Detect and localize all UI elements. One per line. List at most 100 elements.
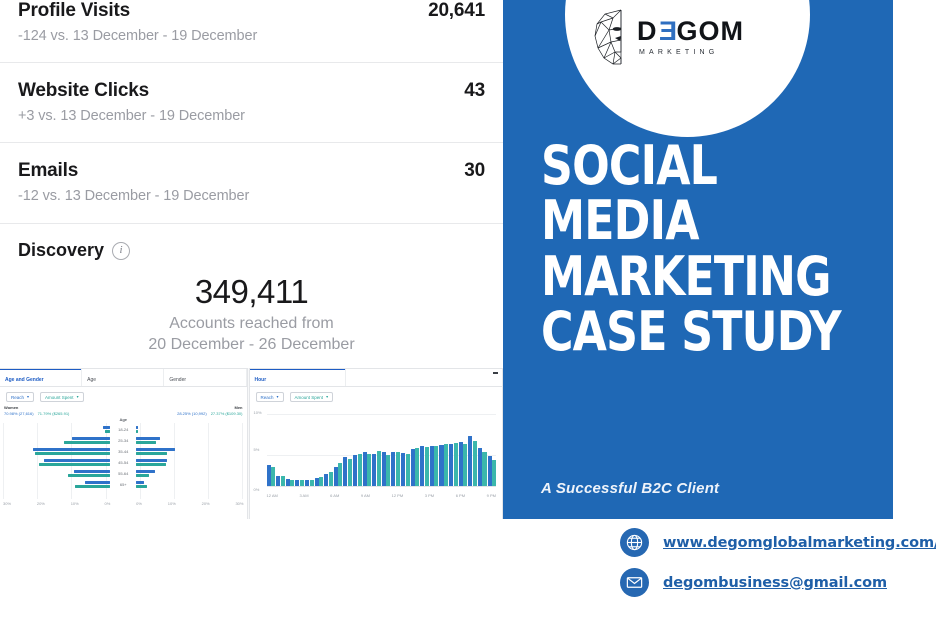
bar	[136, 459, 168, 462]
bar-reach	[391, 452, 396, 486]
bar-amount-spent	[434, 446, 439, 486]
axis-tick-label: 12 AM	[266, 493, 278, 498]
instagram-insights-panel: Profile Visits 20,641 -124 vs. 13 Decemb…	[0, 0, 503, 519]
bar-reach	[314, 478, 319, 486]
hour-bar-group	[352, 406, 362, 486]
case-study-poster: D E GOM MARKETING SOCIAL MEDIA MARKETING C…	[503, 0, 893, 519]
bar-reach	[333, 466, 338, 486]
hour-bar-group	[439, 406, 449, 486]
stat-row-profile-visits[interactable]: Profile Visits 20,641 -124 vs. 13 Decemb…	[0, 0, 503, 44]
stat-value: 30	[464, 160, 485, 181]
metric-pill-row: Reach ▾ Amount Spent ▾	[0, 387, 247, 404]
bar-reach	[343, 457, 348, 486]
axis-tick-label: 3 AM	[299, 493, 309, 498]
bar	[75, 485, 111, 488]
hour-bar-group	[429, 406, 439, 486]
bar	[136, 481, 144, 484]
stat-label: Emails	[18, 160, 79, 181]
bar-amount-spent	[463, 443, 468, 486]
stat-label: Website Clicks	[18, 80, 149, 101]
pill-amount-spent[interactable]: Amount Spent ▾	[40, 392, 84, 402]
pill-reach[interactable]: Reach ▾	[255, 392, 284, 402]
bar-amount-spent	[424, 446, 429, 486]
stat-row-emails[interactable]: Emails 30 -12 vs. 13 December - 19 Decem…	[0, 143, 503, 204]
logo-reversed-e: E	[657, 16, 677, 46]
stat-delta: +3 vs. 13 December - 19 December	[18, 108, 245, 124]
chevron-down-icon: ▾	[326, 394, 329, 399]
bar-reach	[276, 475, 281, 486]
pyramid-women-bars	[0, 437, 111, 444]
hour-y-axis: 0% 5% 10%	[253, 406, 266, 492]
gender-summary-row: Women 70.98% (27,616) 71.79% ($265.91) M…	[0, 404, 247, 416]
axis-tick-label: 20%	[36, 501, 45, 506]
envelope-icon	[620, 568, 649, 597]
bar-amount-spent	[299, 480, 304, 486]
women-label: Women	[4, 405, 19, 410]
pyramid-age-label: 55-64	[118, 471, 129, 476]
axis-tick-label: 30%	[3, 501, 12, 506]
bar	[64, 441, 111, 444]
pyramid-row: 65+	[0, 479, 247, 490]
poster-subtitle: A Successful B2C Client	[541, 480, 720, 497]
tab-hour[interactable]: Hour	[249, 369, 346, 386]
divider	[0, 62, 503, 63]
tab-age[interactable]: Age	[82, 369, 165, 386]
bar-reach	[468, 436, 473, 486]
stat-row-website-clicks[interactable]: Website Clicks 43 +3 vs. 13 December - 1…	[0, 63, 503, 124]
bar-amount-spent	[271, 466, 276, 486]
axis-tick-label: 10%	[253, 410, 262, 415]
bar-amount-spent	[319, 477, 324, 486]
bar-reach	[304, 479, 309, 486]
bar	[71, 437, 111, 440]
hour-x-axis: 12 AM 3 AM 6 AM 9 AM 12 PM 3 PM 6 PM 9 PM	[267, 493, 497, 498]
pyramid-women-bars	[0, 459, 111, 466]
bar-amount-spent	[367, 454, 372, 486]
ads-manager-embedded-screenshot: Age and Gender Age Gender Reach ▾ Amount…	[0, 368, 503, 519]
men-spent-pct: 27.37% ($109.30)	[210, 411, 243, 416]
bar	[33, 448, 111, 451]
contact-footer: www.degomglobalmarketing.com/ degombusin…	[620, 528, 936, 597]
hour-bar-group	[410, 406, 420, 486]
pyramid-men-bars	[136, 437, 246, 444]
bar-amount-spent	[357, 454, 362, 486]
bar-reach	[439, 445, 444, 486]
headline-line-1: SOCIAL	[541, 134, 718, 197]
pill-amount-spent[interactable]: Amount Spent ▾	[289, 392, 334, 402]
tab-gender[interactable]: Gender	[164, 369, 247, 386]
chart-gridline	[266, 455, 496, 456]
pyramid-women-bars	[0, 481, 111, 488]
stat-value: 20,641	[428, 0, 485, 21]
pyramid-men-bars	[136, 448, 246, 455]
hour-bar-group	[391, 406, 401, 486]
men-reach-pct: 28.25% (10,992)	[177, 411, 207, 416]
bar-amount-spent	[386, 454, 391, 486]
hour-bar-group	[295, 406, 304, 486]
bar-amount-spent	[444, 444, 449, 486]
minimize-icon[interactable]	[493, 372, 498, 374]
pill-reach[interactable]: Reach ▾	[6, 392, 35, 402]
stat-delta: -124 vs. 13 December - 19 December	[18, 28, 258, 44]
email-link[interactable]: degombusiness@gmail.com	[663, 574, 887, 591]
contact-row-website[interactable]: www.degomglobalmarketing.com/	[620, 528, 936, 557]
bar-reach	[449, 444, 454, 486]
pyramid-row: 35-44	[0, 446, 247, 457]
bar-reach	[477, 447, 482, 486]
website-link[interactable]: www.degomglobalmarketing.com/	[663, 534, 936, 551]
discovery-section: Discovery i 349,411 Accounts reached fro…	[0, 224, 503, 355]
accounts-reached-caption-line1: Accounts reached from	[169, 314, 334, 332]
info-icon[interactable]: i	[112, 241, 131, 260]
bar-reach	[420, 446, 425, 486]
pyramid-age-label: 35-44	[118, 449, 129, 454]
pyramid-women-bars	[0, 426, 111, 433]
pyramid-age-label: 65+	[119, 482, 127, 487]
bar	[102, 426, 111, 429]
tab-age-and-gender[interactable]: Age and Gender	[0, 369, 83, 386]
stat-label: Profile Visits	[18, 0, 130, 21]
bar-reach	[324, 474, 329, 486]
pyramid-row: 55-64	[0, 468, 247, 479]
bar-amount-spent	[328, 471, 333, 486]
bar-amount-spent	[453, 442, 458, 486]
bar-amount-spent	[405, 454, 410, 486]
accounts-reached-caption-line2: 20 December - 26 December	[148, 335, 355, 353]
contact-row-email[interactable]: degombusiness@gmail.com	[620, 568, 936, 597]
